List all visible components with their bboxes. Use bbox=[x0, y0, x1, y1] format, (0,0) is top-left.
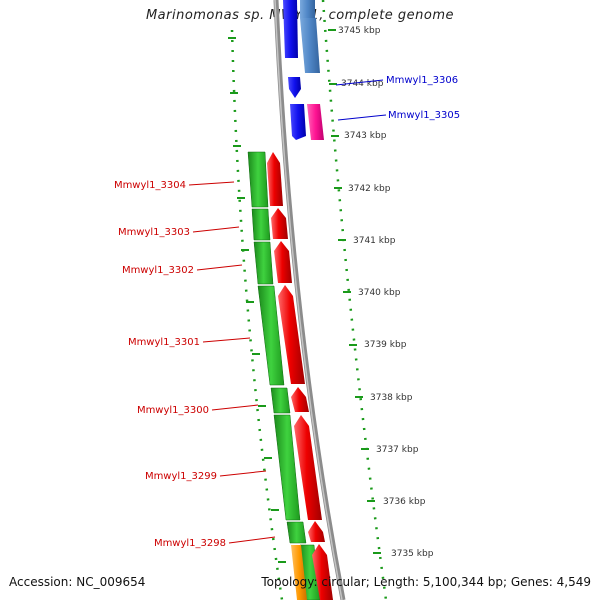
genome-backbone bbox=[273, 0, 346, 600]
gene-blocks-top bbox=[283, 0, 324, 140]
leader-line-mmwyl1-3300 bbox=[211, 404, 259, 411]
leader-line-mmwyl1-3302 bbox=[196, 264, 243, 271]
scale-label: 3738 kbp bbox=[370, 393, 413, 403]
leader-line-mmwyl1-3299 bbox=[219, 470, 267, 477]
gene-block-green-3302[interactable] bbox=[253, 241, 274, 285]
gene-arrow-mmwyl1-3303[interactable] bbox=[271, 208, 288, 239]
leader-line-mmwyl1-3298 bbox=[228, 536, 276, 544]
leader-line-mmwyl1-3301 bbox=[202, 337, 251, 343]
gene-arrow-mmwyl1-3305-blue[interactable] bbox=[290, 104, 306, 140]
leader-line-mmwyl1-3303 bbox=[192, 226, 240, 233]
gene-arrow-mmwyl1-3299[interactable] bbox=[294, 415, 322, 520]
gene-block-steelblue-top[interactable] bbox=[300, 0, 315, 18]
scale-label: 3742 kbp bbox=[348, 184, 391, 194]
leader-line-mmwyl1-3304 bbox=[188, 181, 235, 186]
scale-label: 3735 kbp bbox=[391, 549, 434, 559]
gene-arrow-mmwyl1-3298[interactable] bbox=[308, 521, 325, 542]
genome-backbone-highlight bbox=[274, 0, 343, 600]
gene-label-mmwyl1-3304[interactable]: Mmwyl1_3304 bbox=[114, 180, 186, 191]
gene-arrow-red-bottom[interactable] bbox=[312, 544, 333, 600]
gene-blocks-green bbox=[247, 151, 321, 600]
gene-block-orange[interactable] bbox=[291, 545, 307, 600]
gene-block-green-3304[interactable] bbox=[247, 151, 269, 208]
gene-label-mmwyl1-3301[interactable]: Mmwyl1_3301 bbox=[128, 337, 200, 348]
gene-arrows-red bbox=[267, 152, 333, 600]
gene-label-leaders bbox=[188, 79, 387, 544]
major-ticks bbox=[228, 29, 381, 563]
scale-label: 3741 kbp bbox=[353, 236, 396, 246]
gene-block-green-3300-a[interactable] bbox=[270, 387, 291, 414]
gene-arrow-mmwyl1-3301[interactable] bbox=[278, 285, 305, 384]
scale-labels: 3745 kbp 3744 kbp 3743 kbp 3742 kbp 3741… bbox=[338, 26, 434, 559]
scale-label: 3740 kbp bbox=[358, 288, 401, 298]
scale-label: 3744 kbp bbox=[341, 79, 384, 89]
gene-block-green-3298[interactable] bbox=[286, 521, 307, 544]
map-title: Marinomonas sp. MWYL1, complete genome bbox=[145, 8, 455, 23]
gene-label-mmwyl1-3305[interactable]: Mmwyl1_3305 bbox=[388, 110, 460, 121]
scale-label: 3737 kbp bbox=[376, 445, 419, 455]
leader-line-mmwyl1-3306 bbox=[335, 79, 384, 86]
gene-block-steelblue[interactable] bbox=[300, 18, 320, 73]
scale-label: 3743 kbp bbox=[344, 131, 387, 141]
gene-label-mmwyl1-3298[interactable]: Mmwyl1_3298 bbox=[154, 538, 226, 549]
gene-label-mmwyl1-3302[interactable]: Mmwyl1_3302 bbox=[122, 265, 194, 276]
genome-summary-label: Topology: circular; Length: 5,100,344 bp… bbox=[261, 575, 591, 589]
gene-block-green-3300-b[interactable] bbox=[273, 414, 301, 521]
gene-arrow-mmwyl1-3302[interactable] bbox=[274, 241, 292, 283]
inner-tick-track bbox=[230, 29, 284, 600]
gene-labels: Mmwyl1_3306 Mmwyl1_3305 Mmwyl1_3304 Mmwy… bbox=[114, 75, 460, 549]
gene-label-mmwyl1-3299[interactable]: Mmwyl1_3299 bbox=[145, 471, 217, 482]
leader-line-mmwyl1-3305 bbox=[337, 114, 387, 121]
outer-tick-track bbox=[321, 0, 388, 600]
scale-label: 3739 kbp bbox=[364, 340, 407, 350]
gene-block-mmwyl1-3305-pink[interactable] bbox=[307, 104, 324, 140]
accession-label: Accession: NC_009654 bbox=[9, 575, 146, 589]
gene-label-mmwyl1-3303[interactable]: Mmwyl1_3303 bbox=[118, 227, 190, 238]
gene-arrow-mmwyl1-3304[interactable] bbox=[267, 152, 283, 206]
gene-label-mmwyl1-3300[interactable]: Mmwyl1_3300 bbox=[137, 405, 209, 416]
scale-label: 3745 kbp bbox=[338, 26, 381, 36]
gene-block-green-3301[interactable] bbox=[257, 285, 285, 386]
gene-block-blue-top[interactable] bbox=[283, 0, 298, 58]
gene-arrow-mmwyl1-3300[interactable] bbox=[291, 387, 309, 412]
gene-label-mmwyl1-3306[interactable]: Mmwyl1_3306 bbox=[386, 75, 458, 86]
scale-label: 3736 kbp bbox=[383, 497, 426, 507]
gene-block-green-3303[interactable] bbox=[251, 208, 271, 241]
gene-arrow-mmwyl1-3306[interactable] bbox=[288, 77, 301, 98]
